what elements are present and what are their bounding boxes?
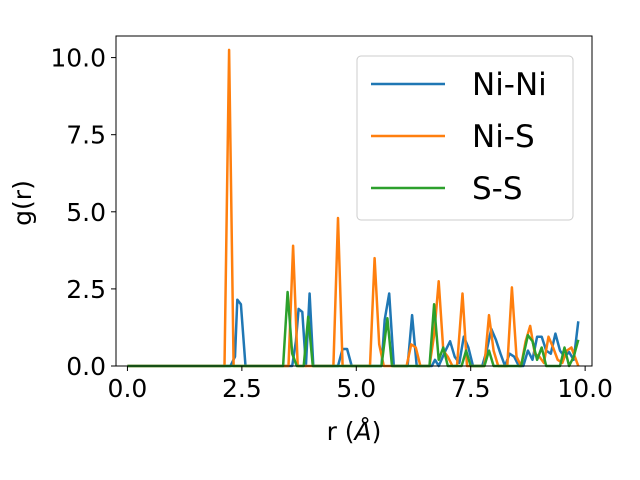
legend-box: [356, 55, 574, 221]
y-axis-label: g(r): [8, 180, 37, 226]
x-tick-label: 7.5: [451, 374, 491, 403]
y-tick-label: 0.0: [66, 352, 106, 381]
y-tick-label: 10.0: [50, 44, 106, 73]
x-axis-ticks: 0.0 2.5 5.0 7.5 10.0: [108, 366, 613, 403]
y-tick-label: 5.0: [66, 198, 106, 227]
legend-label-ni-s: Ni-S: [472, 119, 535, 155]
y-axis-ticks: 0.0 2.5 5.0 7.5 10.0: [50, 44, 116, 381]
x-tick-label: 2.5: [222, 374, 262, 403]
x-axis-label: r (Å): [327, 417, 382, 446]
y-tick-label: 7.5: [66, 121, 106, 150]
plot-frame: [115, 35, 593, 367]
y-tick-label: 2.5: [66, 275, 106, 304]
legend-entries: Ni-Ni Ni-S S-S: [371, 67, 547, 207]
series-line-ni-ni: [127, 292, 580, 368]
legend-label-ni-ni: Ni-Ni: [472, 67, 547, 103]
x-axis-unit: Å: [353, 417, 372, 446]
x-tick-label: 10.0: [557, 374, 613, 403]
legend-label-s-s: S-S: [472, 171, 523, 207]
legend: Ni-Ni Ni-S S-S: [356, 55, 574, 221]
x-tick-label: 5.0: [336, 374, 376, 403]
x-tick-label: 0.0: [108, 374, 148, 403]
